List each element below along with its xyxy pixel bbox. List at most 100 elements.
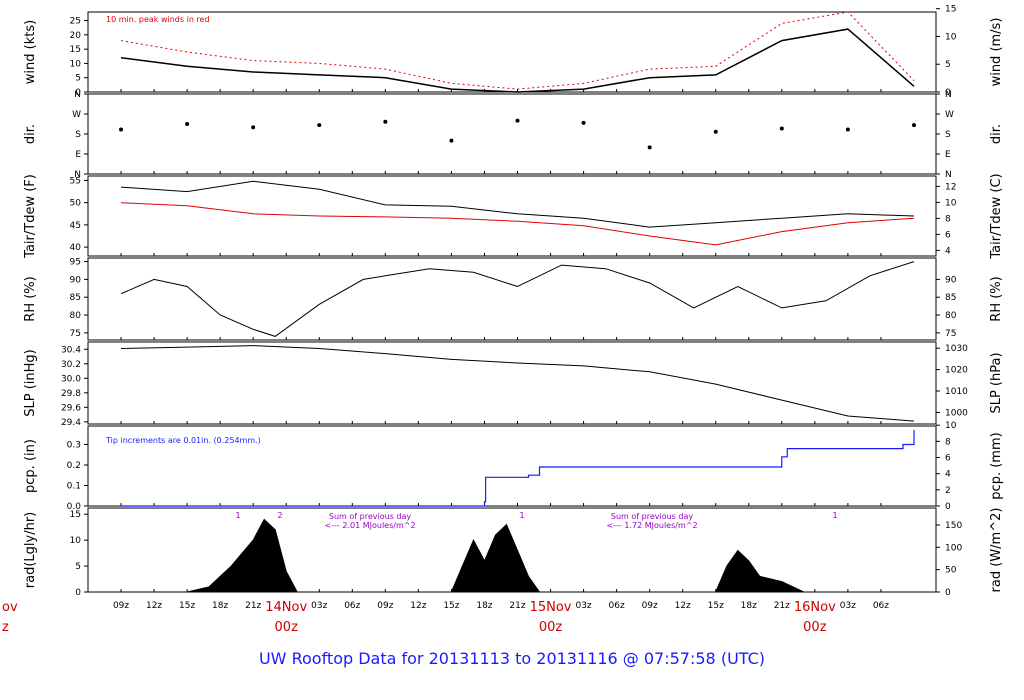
x-hour-label: 06z bbox=[873, 601, 889, 611]
ylabel-right-wind: wind (m/s) bbox=[989, 18, 1004, 87]
left-tick-label-temp: 55 bbox=[70, 176, 81, 186]
dir-point bbox=[647, 145, 652, 150]
x-hour-label: 09z bbox=[113, 601, 129, 611]
ylabel-left-slp: SLP (inHg) bbox=[23, 349, 38, 417]
left-tick-label-pcp: 0.2 bbox=[67, 461, 81, 471]
rad-mark: 1 bbox=[519, 511, 524, 520]
x-day-label-top: 16Nov bbox=[794, 600, 836, 615]
x-day-label-left-edge-top: ov bbox=[2, 600, 18, 615]
x-hour-label: 03z bbox=[311, 601, 327, 611]
left-tick-label-slp: 30.4 bbox=[61, 345, 81, 355]
left-tick-label-dir: N bbox=[74, 90, 81, 100]
right-tick-label-slp: 1020 bbox=[945, 366, 968, 376]
x-hour-label: 15z bbox=[179, 601, 195, 611]
x-day-label-top: 14Nov bbox=[265, 600, 307, 615]
left-tick-label-wind: 5 bbox=[75, 74, 81, 84]
x-day-label-bottom: 00z bbox=[275, 620, 299, 635]
right-tick-label-rad: 0 bbox=[945, 588, 951, 598]
x-hour-label: 18z bbox=[476, 601, 492, 611]
left-tick-label-rad: 5 bbox=[75, 562, 81, 572]
wind-annotation: 10 min. peak winds in red bbox=[106, 15, 210, 24]
ylabel-right-slp: SLP (hPa) bbox=[989, 352, 1004, 413]
left-tick-label-temp: 45 bbox=[70, 221, 81, 231]
left-tick-label-wind: 0 bbox=[75, 88, 81, 98]
right-tick-label-pcp: 8 bbox=[945, 437, 951, 447]
dir-point bbox=[581, 120, 586, 125]
right-tick-label-temp: 10 bbox=[945, 198, 957, 208]
rad-mark: 2 bbox=[277, 511, 282, 520]
peak-wind-series-line bbox=[120, 11, 915, 90]
x-hour-label: 21z bbox=[774, 601, 790, 611]
left-tick-label-temp: 40 bbox=[70, 243, 82, 253]
right-tick-label-wind: 10 bbox=[945, 32, 957, 42]
x-hour-label: 03z bbox=[575, 601, 591, 611]
dir-point bbox=[449, 138, 454, 143]
dir-point bbox=[317, 123, 322, 128]
x-hour-label: 15z bbox=[443, 601, 459, 611]
left-tick-label-dir: W bbox=[72, 110, 81, 120]
right-tick-label-temp: 12 bbox=[945, 182, 956, 192]
slp-series-line bbox=[120, 345, 915, 422]
wind-series-line bbox=[120, 28, 915, 93]
left-tick-label-wind: 25 bbox=[70, 17, 81, 27]
x-hour-label: 15z bbox=[708, 601, 724, 611]
ylabel-left-temp: Tair/Tdew (F) bbox=[23, 174, 38, 259]
ylabel-left-pcp: pcp. (in) bbox=[23, 439, 38, 493]
right-tick-label-dir: N bbox=[945, 90, 952, 100]
left-tick-label-dir: N bbox=[74, 170, 81, 180]
x-hour-label: 03z bbox=[840, 601, 856, 611]
dir-point bbox=[515, 118, 520, 123]
rad-note1-text: Sum of previous day bbox=[329, 512, 411, 521]
dir-point bbox=[911, 123, 916, 128]
left-tick-label-rh: 80 bbox=[70, 311, 82, 321]
right-tick-label-pcp: 4 bbox=[945, 470, 951, 480]
pcp-annotation: Tip increments are 0.01in. (0.254mm.) bbox=[105, 436, 261, 445]
rad-area bbox=[186, 518, 805, 593]
ylabel-left-rh: RH (%) bbox=[23, 276, 38, 321]
x-hour-label: 18z bbox=[741, 601, 757, 611]
x-day-label-bottom: 00z bbox=[539, 620, 563, 635]
tair-series-line bbox=[120, 180, 915, 228]
right-tick-label-wind: 5 bbox=[945, 60, 951, 70]
dir-point bbox=[185, 122, 190, 126]
tdew-series-line bbox=[120, 202, 915, 246]
right-tick-label-temp: 4 bbox=[945, 246, 951, 256]
ylabel-right-rad: rad (W/m^2) bbox=[989, 508, 1004, 593]
right-tick-label-wind: 0 bbox=[945, 88, 951, 98]
left-tick-label-slp: 30.0 bbox=[61, 374, 81, 384]
left-tick-label-rh: 95 bbox=[70, 258, 81, 268]
ylabel-left-rad: rad(Lgly/hr) bbox=[23, 512, 38, 588]
right-tick-label-dir: N bbox=[945, 170, 952, 180]
left-tick-label-wind: 15 bbox=[70, 45, 81, 55]
right-tick-label-slp: 1000 bbox=[945, 408, 968, 418]
footer-title: UW Rooftop Data for 20131113 to 20131116… bbox=[259, 649, 765, 668]
left-tick-label-rh: 75 bbox=[70, 329, 81, 339]
right-tick-label-rh: 85 bbox=[945, 293, 956, 303]
left-tick-label-wind: 20 bbox=[70, 31, 82, 41]
x-day-label-left-edge-bottom: z bbox=[2, 620, 9, 635]
rad-note2-text: Sum of previous day bbox=[611, 512, 693, 521]
ylabel-right-rh: RH (%) bbox=[989, 276, 1004, 321]
ylabel-left-dir: dir. bbox=[23, 124, 38, 144]
ylabel-left-wind: wind (kts) bbox=[23, 20, 38, 84]
dir-point bbox=[845, 127, 850, 132]
rad-note1-value: <--- 2.01 MJoules/m^2 bbox=[324, 521, 415, 530]
right-tick-label-temp: 6 bbox=[945, 230, 951, 240]
left-tick-label-pcp: 0.1 bbox=[67, 481, 81, 491]
right-tick-label-dir: E bbox=[945, 150, 951, 160]
pcp-series-line bbox=[121, 430, 915, 507]
left-tick-label-slp: 29.6 bbox=[61, 403, 81, 413]
left-tick-label-pcp: 0.3 bbox=[67, 440, 81, 450]
dir-point bbox=[119, 127, 124, 132]
right-tick-label-slp: 1010 bbox=[945, 387, 968, 397]
dir-point bbox=[251, 125, 256, 130]
right-tick-label-pcp: 10 bbox=[945, 421, 957, 431]
left-tick-label-slp: 29.4 bbox=[61, 418, 81, 428]
right-tick-label-rad: 150 bbox=[945, 521, 962, 531]
dir-point bbox=[383, 119, 388, 124]
rad-note2-value: <--- 1.72 MJoules/m^2 bbox=[606, 521, 697, 530]
left-tick-label-rh: 85 bbox=[70, 293, 81, 303]
panel-frame-dir bbox=[87, 93, 937, 175]
right-tick-label-rh: 80 bbox=[945, 311, 957, 321]
